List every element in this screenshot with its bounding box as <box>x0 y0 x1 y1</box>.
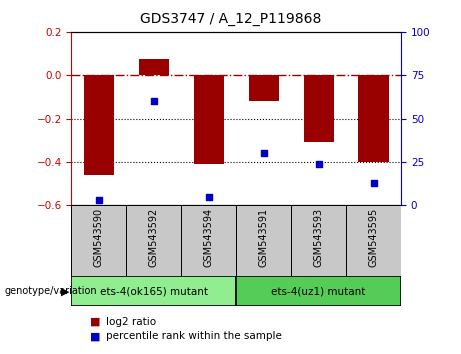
Bar <box>303 75 334 142</box>
Bar <box>71 205 126 276</box>
Bar <box>236 276 401 306</box>
Text: GSM543595: GSM543595 <box>369 207 378 267</box>
Point <box>370 180 377 185</box>
Bar <box>248 75 279 101</box>
Text: ■: ■ <box>90 331 100 341</box>
Text: percentile rank within the sample: percentile rank within the sample <box>106 331 282 341</box>
Bar <box>236 205 291 276</box>
Bar <box>346 205 401 276</box>
Point <box>315 161 322 166</box>
Text: GDS3747 / A_12_P119868: GDS3747 / A_12_P119868 <box>140 12 321 27</box>
Bar <box>84 75 114 175</box>
Text: ■: ■ <box>90 317 100 327</box>
Point <box>205 194 213 200</box>
Bar <box>291 205 346 276</box>
Text: GSM543592: GSM543592 <box>149 207 159 267</box>
Text: genotype/variation: genotype/variation <box>5 286 97 296</box>
Text: GSM543591: GSM543591 <box>259 207 269 267</box>
Bar <box>71 276 236 306</box>
Point <box>260 150 267 156</box>
Bar <box>126 205 181 276</box>
Text: log2 ratio: log2 ratio <box>106 317 156 327</box>
Point <box>95 197 103 203</box>
Point <box>150 98 158 104</box>
Text: GSM543594: GSM543594 <box>204 207 214 267</box>
Text: ets-4(uz1) mutant: ets-4(uz1) mutant <box>272 286 366 296</box>
Bar <box>194 75 224 164</box>
Text: GSM543590: GSM543590 <box>94 207 104 267</box>
Bar <box>139 59 169 75</box>
Bar <box>181 205 236 276</box>
Text: GSM543593: GSM543593 <box>313 207 324 267</box>
Text: ▶: ▶ <box>61 286 69 296</box>
Bar <box>359 75 389 162</box>
Text: ets-4(ok165) mutant: ets-4(ok165) mutant <box>100 286 208 296</box>
